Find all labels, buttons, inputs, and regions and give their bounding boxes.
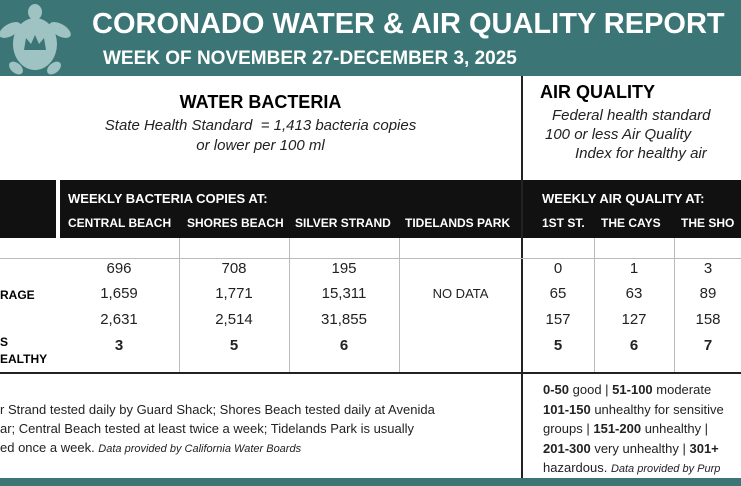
row-line [0, 258, 741, 259]
row-label: RAGE [0, 288, 35, 302]
column-header: SHORES BEACH [187, 216, 284, 230]
text-run: moderate [652, 382, 712, 397]
title: CORONADO WATER & AIR QUALITY REPORT [92, 8, 725, 40]
cell: 7 [703, 337, 713, 354]
row-label: S EALTHY [0, 335, 48, 366]
text-run: Data provided by California Water Boards [98, 443, 302, 455]
standard-text: Federal health standard [552, 107, 711, 124]
standard-text: State Health Standard = 1,413 bacteria c… [104, 117, 417, 134]
column-line [594, 238, 595, 372]
group-header: WEEKLY BACTERIA COPIES AT: [68, 191, 268, 206]
cell: 3 [114, 337, 124, 354]
water-title: WATER BACTERIA [179, 92, 342, 112]
text-run: 301+ [689, 440, 719, 456]
cell: 31,855 [321, 311, 367, 328]
column-header: THE SHO [681, 216, 735, 230]
column-header: 1ST ST. [542, 216, 585, 230]
cell: 15,311 [321, 285, 367, 302]
group-header: WEEKLY AIR QUALITY AT: [542, 191, 705, 206]
turtle-logo [0, 4, 71, 75]
column-line [179, 238, 180, 372]
standard-text: 100 or less Air Quality [545, 126, 692, 143]
cell: 89 [699, 285, 717, 302]
header-band [0, 0, 741, 76]
cell: 1,771 [215, 285, 253, 302]
divider [0, 372, 741, 374]
text-line: ar; Central Beach tested at least twice … [0, 421, 414, 436]
text-run: groups | [543, 421, 594, 436]
text-run: ed once a week. [0, 440, 99, 455]
cell: NO DATA [432, 286, 489, 301]
cell: 708 [221, 260, 247, 277]
text-run: unhealthy for sensitive [590, 401, 724, 417]
subtitle: WEEK OF NOVEMBER 27-DECEMBER 3, 2025 [103, 48, 517, 69]
text-run: very unhealthy | [590, 440, 690, 456]
text-run: 51-100 [612, 382, 653, 397]
cell: 2,514 [215, 311, 253, 328]
column-line [399, 238, 400, 372]
header-bar [0, 180, 521, 238]
cell: 65 [549, 285, 567, 302]
text-run: Data provided by Purp [610, 463, 721, 475]
air-title: AIR QUALITY [540, 82, 655, 102]
cell: 3 [703, 260, 713, 277]
cell: 6 [339, 337, 349, 354]
cell: 0 [553, 260, 563, 277]
divider [56, 180, 60, 238]
text-line: 0-50 good | 51-100 moderate [543, 382, 711, 397]
column-line [289, 238, 290, 372]
cell: 5 [553, 337, 563, 354]
divider [521, 76, 523, 478]
column-line [674, 238, 675, 372]
text-line: groups | 151-200 unhealthy | [543, 421, 708, 436]
standard-text: or lower per 100 ml [196, 137, 325, 154]
cell: 1 [629, 260, 639, 277]
text-run: r Strand tested daily by Guard Shack; Sh… [0, 402, 435, 417]
text-line: hazardous. Data provided by Purp [543, 460, 720, 475]
column-header: TIDELANDS PARK [405, 216, 511, 230]
text-run: good | [569, 382, 613, 397]
text-run: 151-200 [593, 421, 642, 436]
text-line: 101-150 unhealthy for sensitive [543, 402, 724, 417]
footer-band [0, 478, 741, 486]
text-run: unhealthy | [641, 421, 709, 436]
text-run: ar; Central Beach tested at least twice … [0, 421, 415, 436]
text-run: 201-300 [543, 440, 591, 456]
cell: 63 [625, 285, 643, 302]
text-line: r Strand tested daily by Guard Shack; Sh… [0, 402, 435, 417]
column-header: THE CAYS [601, 216, 661, 230]
cell: 6 [629, 337, 639, 354]
cell: 1,659 [100, 285, 138, 302]
cell: 195 [331, 260, 357, 277]
cell: 157 [545, 311, 571, 328]
cell: 696 [106, 260, 132, 277]
text-run: 0-50 [543, 382, 570, 397]
cell: 158 [695, 311, 721, 328]
column-header: CENTRAL BEACH [68, 216, 172, 230]
standard-text: Index for healthy air [575, 145, 707, 162]
cell: 2,631 [100, 311, 138, 328]
text-run: hazardous. [543, 460, 611, 475]
text-line: ed once a week. Data provided by Califor… [0, 440, 301, 455]
cell: 5 [229, 337, 239, 354]
column-header: SILVER STRAND [295, 216, 391, 230]
cell: 127 [621, 311, 647, 328]
text-line: 201-300 very unhealthy | 301+ [543, 441, 719, 456]
header-bar [523, 180, 741, 238]
text-run: 101-150 [543, 401, 591, 417]
